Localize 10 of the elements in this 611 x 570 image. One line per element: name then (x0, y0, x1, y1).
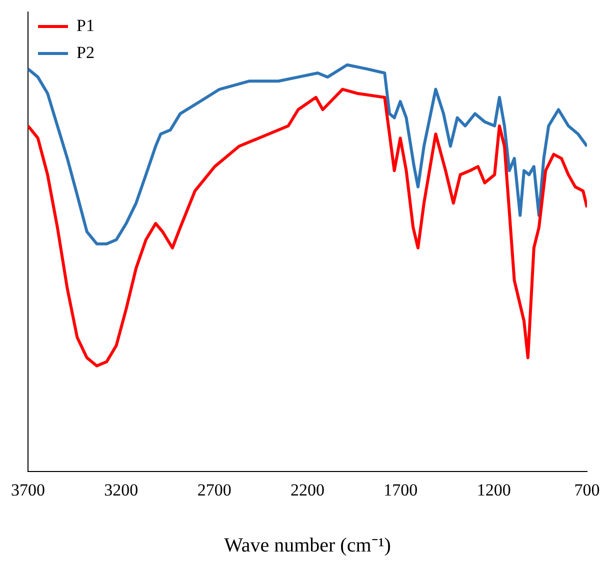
legend-label: P2 (76, 42, 94, 62)
x-tick-label: 3200 (104, 480, 138, 500)
x-tick-label: 3700 (11, 480, 45, 500)
x-tick-label: 1700 (384, 480, 418, 500)
x-tick-label: 2700 (197, 480, 232, 500)
x-axis-title: Wave number (cm⁻¹) (224, 534, 391, 556)
x-tick-label: 1200 (476, 480, 511, 500)
x-tick-label: 2200 (290, 480, 324, 500)
x-tick-label: 700 (574, 480, 600, 500)
legend-label: P1 (76, 16, 94, 35)
